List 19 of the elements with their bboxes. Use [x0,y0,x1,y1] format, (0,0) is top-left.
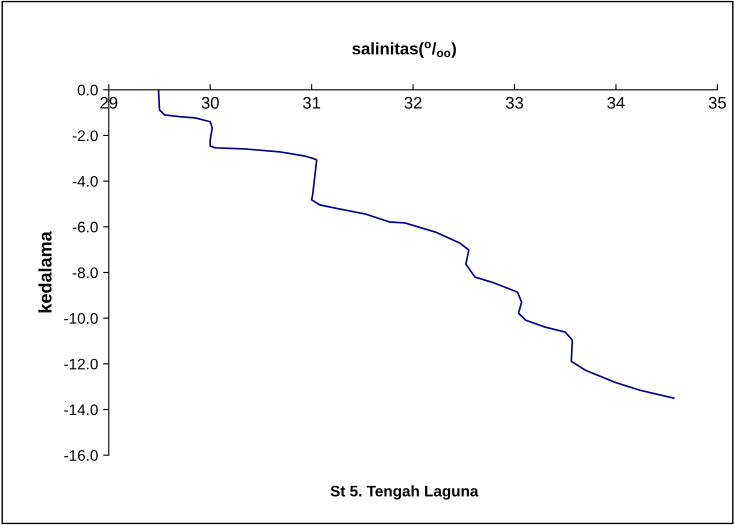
y-tick-label: -14.0 [64,404,98,416]
y-tick-label: -8.0 [72,267,98,278]
y-tick-label: -4.0 [72,176,98,187]
y-axis-title: kedalama [38,231,52,312]
x-tick-label: 32 [404,96,422,109]
chart-title: salinitas($^{o}$/$_{oo}$) [352,42,456,58]
y-tick-label: -2.0 [72,130,98,142]
x-tick-label: 31 [303,96,320,109]
y-tick-label: -6.0 [72,222,98,232]
x-tick-label: 35 [708,96,726,109]
y-tick-label: -10.0 [64,313,98,324]
text: St 5. Tengah Laguna [330,485,478,500]
line-series [158,90,675,399]
y-tick-label: -12.0 [64,358,98,370]
y-tick-label: -16.0 [64,450,98,461]
x-tick-label: 30 [202,96,219,109]
x-tick-label: 33 [506,96,524,109]
y-tick-label: 0.0 [78,84,98,96]
x-tick-label: 34 [607,96,625,109]
